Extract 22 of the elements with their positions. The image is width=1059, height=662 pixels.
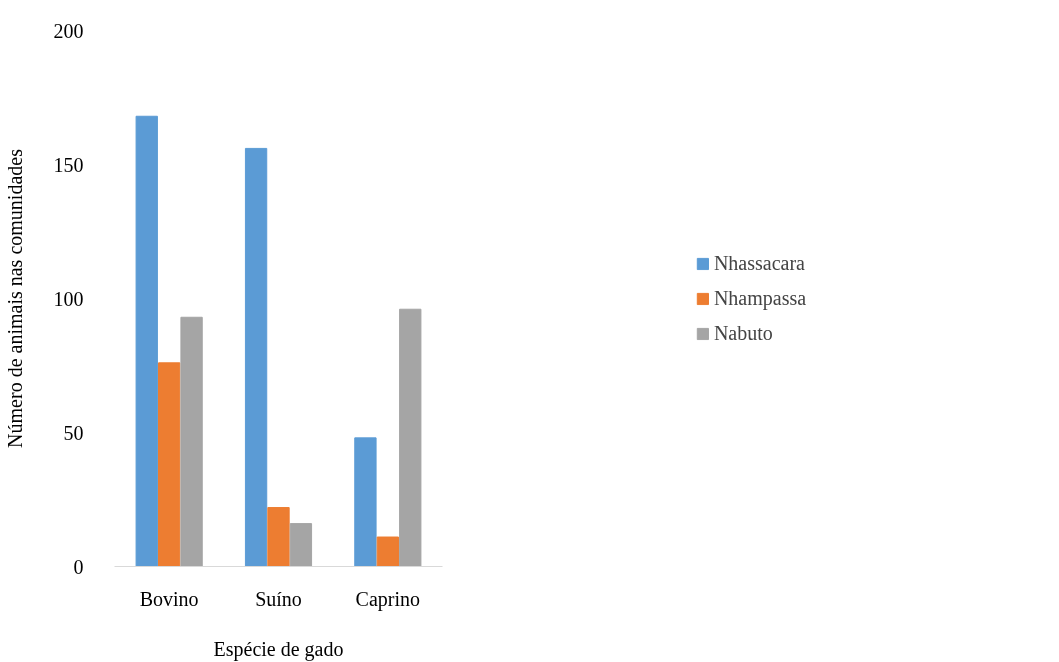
y-axis-title: Número de animais nas comunidades: [3, 148, 26, 448]
bar: [376, 536, 399, 567]
legend-label: Nabuto: [713, 321, 773, 345]
x-tick-label: Suíno: [255, 587, 302, 610]
x-tick-label: Caprino: [355, 587, 421, 611]
x-axis-title: Espécie de gado: [213, 637, 344, 661]
legend-label: Nhampassa: [713, 286, 807, 310]
bar: [289, 523, 313, 567]
bar: [244, 147, 268, 567]
bar: [399, 308, 422, 567]
y-tick-label: 150: [53, 153, 84, 176]
bar: [135, 115, 158, 567]
x-tick-label: Bovino: [139, 587, 199, 610]
y-tick-label: 100: [53, 287, 84, 310]
bar: [354, 437, 377, 567]
y-tick-label: 0: [73, 555, 84, 578]
legend-label: Nhassacara: [713, 251, 805, 275]
bar: [180, 316, 203, 567]
y-tick-label: 50: [63, 421, 84, 444]
bar: [158, 362, 181, 567]
y-tick-label: 200: [53, 19, 84, 42]
bar: [267, 507, 290, 567]
